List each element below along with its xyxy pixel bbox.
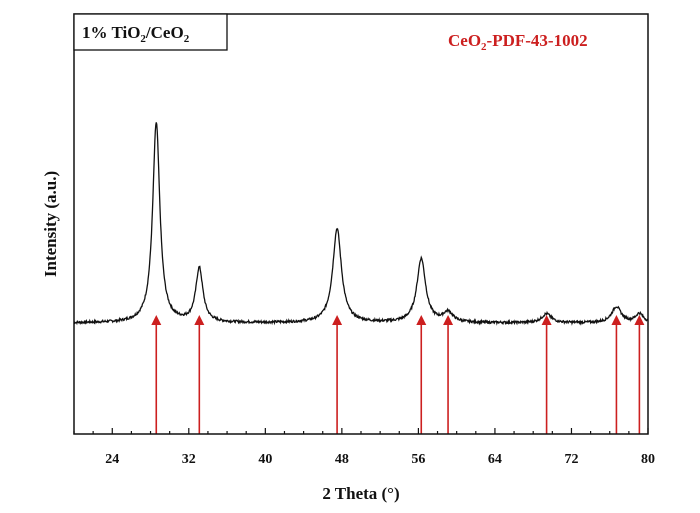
x-tick-label: 24 <box>105 452 119 467</box>
reference-peak-arrowhead <box>611 315 622 325</box>
sample-label: 1% TiO2/CeO2 <box>82 23 190 45</box>
x-tick-label: 48 <box>335 452 349 467</box>
reference-peak-arrowhead <box>634 315 645 325</box>
x-tick-label: 40 <box>258 452 272 467</box>
x-tick-label: 72 <box>564 452 578 467</box>
reference-label: CeO2-PDF-43-1002 <box>448 31 588 53</box>
x-tick-label: 80 <box>641 452 655 467</box>
reference-peak-arrowhead <box>151 315 162 325</box>
reference-peak-arrowhead <box>194 315 205 325</box>
x-axis-ticks: 24 32 40 48 56 64 72 80 <box>73 428 655 467</box>
sample-legend-box: 1% TiO2/CeO2 <box>73 13 228 51</box>
x-tick-label: 64 <box>488 452 502 467</box>
reference-peak-arrowhead <box>332 315 343 325</box>
x-tick-label: 32 <box>182 452 196 467</box>
x-axis-title: 2 Theta (°) <box>322 484 399 503</box>
xrd-pattern-line <box>73 122 649 326</box>
reference-peaks <box>151 315 645 434</box>
reference-peak-arrowhead <box>416 315 427 325</box>
x-tick-label: 56 <box>411 452 425 467</box>
plot-layer <box>73 122 649 326</box>
reference-peak-arrowhead <box>541 315 552 325</box>
y-axis-title: Intensity (a.u.) <box>41 171 60 277</box>
reference-peak-arrowhead <box>443 315 454 325</box>
